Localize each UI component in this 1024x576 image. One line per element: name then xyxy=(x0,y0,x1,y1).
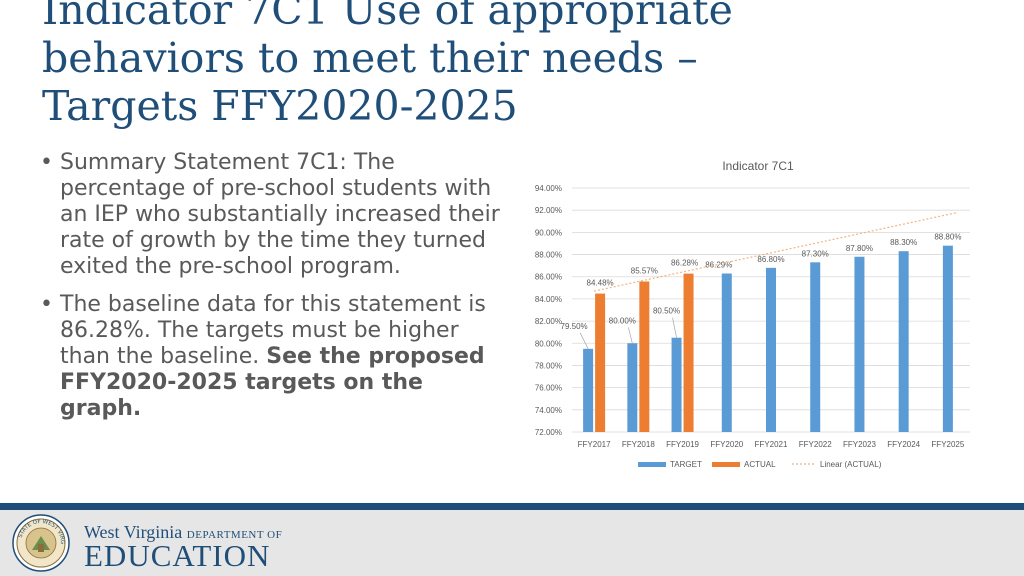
target-data-label: 87.30% xyxy=(802,249,829,258)
y-tick-label: 90.00% xyxy=(535,228,562,237)
indicator-chart: Indicator 7C1 72.00% 74.00% 76.00% 78.00% 80.… xyxy=(535,159,970,469)
x-tick-label: FFY2022 xyxy=(799,440,832,449)
logo-state-name: West Virginia xyxy=(84,522,183,542)
y-tick-label: 88.00% xyxy=(535,251,562,260)
logo-education: EDUCATION xyxy=(84,538,271,573)
target-data-label: 87.80% xyxy=(846,244,873,253)
chart-title: Indicator 7C1 xyxy=(722,159,794,173)
footer xyxy=(0,510,1024,576)
target-bar xyxy=(766,267,776,432)
y-tick-label: 80.00% xyxy=(535,339,562,348)
x-tick-label: FFY2020 xyxy=(710,440,743,449)
legend-label-actual: ACTUAL xyxy=(744,460,776,469)
x-tick-label: FFY2021 xyxy=(755,440,788,449)
actual-data-label: 84.48% xyxy=(587,279,614,288)
bullet-text-2: The baseline data for this statement is … xyxy=(60,292,486,369)
title-line-3: Targets FFY2020-2025 xyxy=(42,82,518,130)
legend-swatch-target xyxy=(638,462,666,467)
y-tick-label: 78.00% xyxy=(535,361,562,370)
actual-bar xyxy=(639,281,650,432)
target-data-label: 86.80% xyxy=(757,255,784,264)
logo-line-1: West Virginia DEPARTMENT OF xyxy=(84,522,282,543)
bullet-item-2: • The baseline data for this statement i… xyxy=(40,292,500,422)
legend-label-trend: Linear (ACTUAL) xyxy=(820,460,882,469)
bullet-list: • Summary Statement 7C1: The percentage … xyxy=(40,150,500,434)
logo-department: DEPARTMENT OF xyxy=(186,529,283,541)
actual-data-label: 85.57% xyxy=(631,266,658,275)
target-bar xyxy=(810,262,821,432)
target-bar xyxy=(898,251,909,432)
y-tick-label: 84.00% xyxy=(535,295,562,304)
target-data-label: 80.50% xyxy=(653,307,680,316)
legend-label-target: TARGET xyxy=(670,460,702,469)
target-data-label: 88.80% xyxy=(934,233,961,242)
actual-bar xyxy=(683,273,694,432)
target-data-label: 79.50% xyxy=(561,322,588,331)
x-tick-label: FFY2023 xyxy=(843,440,876,449)
target-data-label: 80.00% xyxy=(609,316,636,325)
bullet-text-1: Summary Statement 7C1: The percentage of… xyxy=(60,150,500,279)
actual-data-label: 86.28% xyxy=(671,259,698,268)
x-tick-label: FFY2019 xyxy=(666,440,699,449)
target-data-label: 86.29% xyxy=(705,261,732,270)
y-tick-label: 92.00% xyxy=(535,206,562,215)
actual-bar xyxy=(595,293,606,432)
y-tick-label: 74.00% xyxy=(535,406,562,415)
bullet-bold-text: See the proposed FFY2020-2025 targets on… xyxy=(60,344,485,421)
data-label-leader xyxy=(672,317,677,338)
bullet-dot: • xyxy=(40,150,53,175)
x-tick-label: FFY2017 xyxy=(578,440,611,449)
footer-bar xyxy=(0,503,1024,510)
target-bar xyxy=(721,273,732,432)
state-seal-icon: STATE OF WEST VIRGINIA xyxy=(12,514,70,572)
title-line-1: Indicator 7C1 Use of appropriate xyxy=(42,0,733,34)
y-tick-label: 72.00% xyxy=(535,428,562,437)
target-bar xyxy=(583,348,594,432)
y-tick-label: 94.00% xyxy=(535,184,562,193)
y-tick-label: 76.00% xyxy=(535,384,562,393)
bullet-item-1: • Summary Statement 7C1: The percentage … xyxy=(40,150,500,280)
target-bar xyxy=(627,343,638,432)
legend-swatch-actual xyxy=(712,462,740,467)
target-data-label: 88.30% xyxy=(890,238,917,247)
target-bar xyxy=(854,256,865,432)
x-tick-label: FFY2024 xyxy=(887,440,920,449)
slide-title: Indicator 7C1 Use of appropriate behavio… xyxy=(42,0,942,130)
x-tick-label: FFY2025 xyxy=(931,440,964,449)
y-tick-label: 86.00% xyxy=(535,273,562,282)
y-tick-label: 82.00% xyxy=(535,317,562,326)
data-label-leader xyxy=(627,327,633,344)
data-label-leader xyxy=(579,332,589,349)
target-bar xyxy=(942,245,953,432)
bullet-dot: • xyxy=(40,292,53,317)
x-tick-label: FFY2018 xyxy=(622,440,655,449)
title-line-2: behaviors to meet their needs – xyxy=(42,34,698,82)
target-bar xyxy=(671,337,682,432)
